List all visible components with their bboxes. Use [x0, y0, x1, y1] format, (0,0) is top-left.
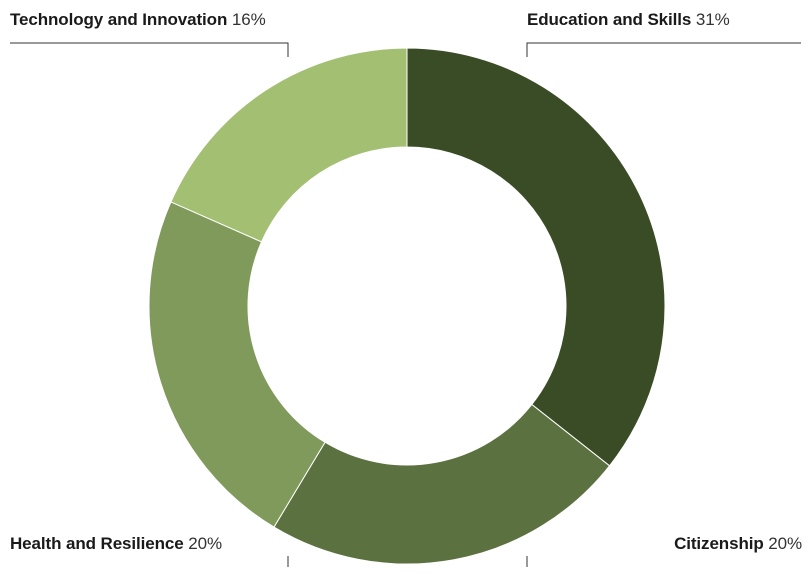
donut-slice-health-and-resilience — [148, 201, 326, 528]
donut-slice-citizenship — [273, 403, 611, 565]
leader-lines — [10, 42, 801, 567]
slice-name: Health and Resilience — [10, 534, 184, 553]
slice-label-health-and-resilience: Health and Resilience 20% — [10, 534, 222, 554]
donut-slice-technology-and-innovation — [170, 47, 408, 243]
leader-line-education-and-skills — [526, 42, 801, 57]
donut-slice-education-and-skills — [406, 47, 666, 467]
slice-percent: 16% — [231, 10, 266, 29]
slice-name: Citizenship — [674, 534, 764, 553]
slice-percent: 20% — [188, 534, 222, 553]
slice-name: Technology and Innovation — [10, 10, 228, 29]
slice-percent: 20% — [768, 534, 802, 553]
donut-slices — [148, 47, 666, 565]
slice-label-technology-and-innovation: Technology and Innovation 16% — [10, 10, 266, 30]
slice-label-citizenship: Citizenship 20% — [674, 534, 802, 554]
leader-line-technology-and-innovation — [10, 42, 289, 57]
slice-percent: 31% — [695, 10, 730, 29]
slice-label-education-and-skills: Education and Skills 31% — [527, 10, 730, 30]
slice-name: Education and Skills — [527, 10, 692, 29]
